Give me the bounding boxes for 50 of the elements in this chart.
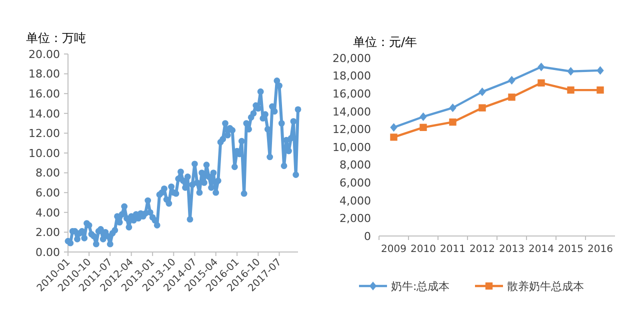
y-tick-label: 20,000 [332,52,371,65]
point [596,86,604,94]
x-tick-label: 2012 [470,244,495,255]
y-axis-title: 单位：万吨 [26,31,86,45]
y-tick-label: 10.00 [28,146,60,160]
x-tick-label: 2011 [440,244,466,255]
legend-label: 散养奶牛总成本 [507,280,584,293]
y-tick-label: 6,000 [340,176,371,190]
point [508,94,516,101]
x-tick-label: 2013 [499,244,524,255]
point [538,62,545,72]
point [449,104,456,112]
x-tick-label: 2010 [410,244,436,255]
y-tick-label: 16,000 [332,87,371,100]
point [390,123,398,132]
point [478,104,486,112]
point [420,124,427,132]
y-tick-label: 0 [364,230,371,243]
y-tick-label: 6.00 [36,186,60,200]
point [390,134,398,141]
x-tick-label: 2009 [381,244,406,255]
y-tick-label: 4,000 [340,194,371,208]
y-tick-label: 2,000 [340,212,371,226]
y-tick-label: 18,000 [332,70,371,83]
y-axis-title: 单位：元/年 [353,35,418,49]
point [596,66,604,75]
y-tick-label: 4.00 [36,206,60,220]
point [508,76,516,85]
legend-label: 奶牛:总成本 [391,280,450,293]
point [449,118,456,126]
point [538,79,545,87]
point [567,67,574,76]
y-tick-label: 14.00 [28,107,60,120]
y-tick-label: 10,000 [332,140,371,154]
y-tick-label: 8,000 [340,158,371,172]
y-tick-label: 16.00 [28,87,60,100]
point [478,88,486,96]
y-tick-label: 18.00 [28,68,60,81]
point [420,112,427,122]
x-tick-label: 2014 [528,244,554,255]
y-tick-label: 2.00 [36,226,60,240]
y-tick-label: 12.00 [28,127,60,140]
y-tick-label: 0.00 [36,246,60,259]
y-tick-label: 14,000 [332,105,371,118]
y-tick-label: 20.00 [28,48,60,61]
y-tick-label: 8.00 [36,166,60,180]
point [567,86,574,94]
x-tick-label: 2016 [588,244,613,255]
y-tick-label: 12,000 [332,123,371,136]
x-tick-label: 2015 [558,244,584,255]
